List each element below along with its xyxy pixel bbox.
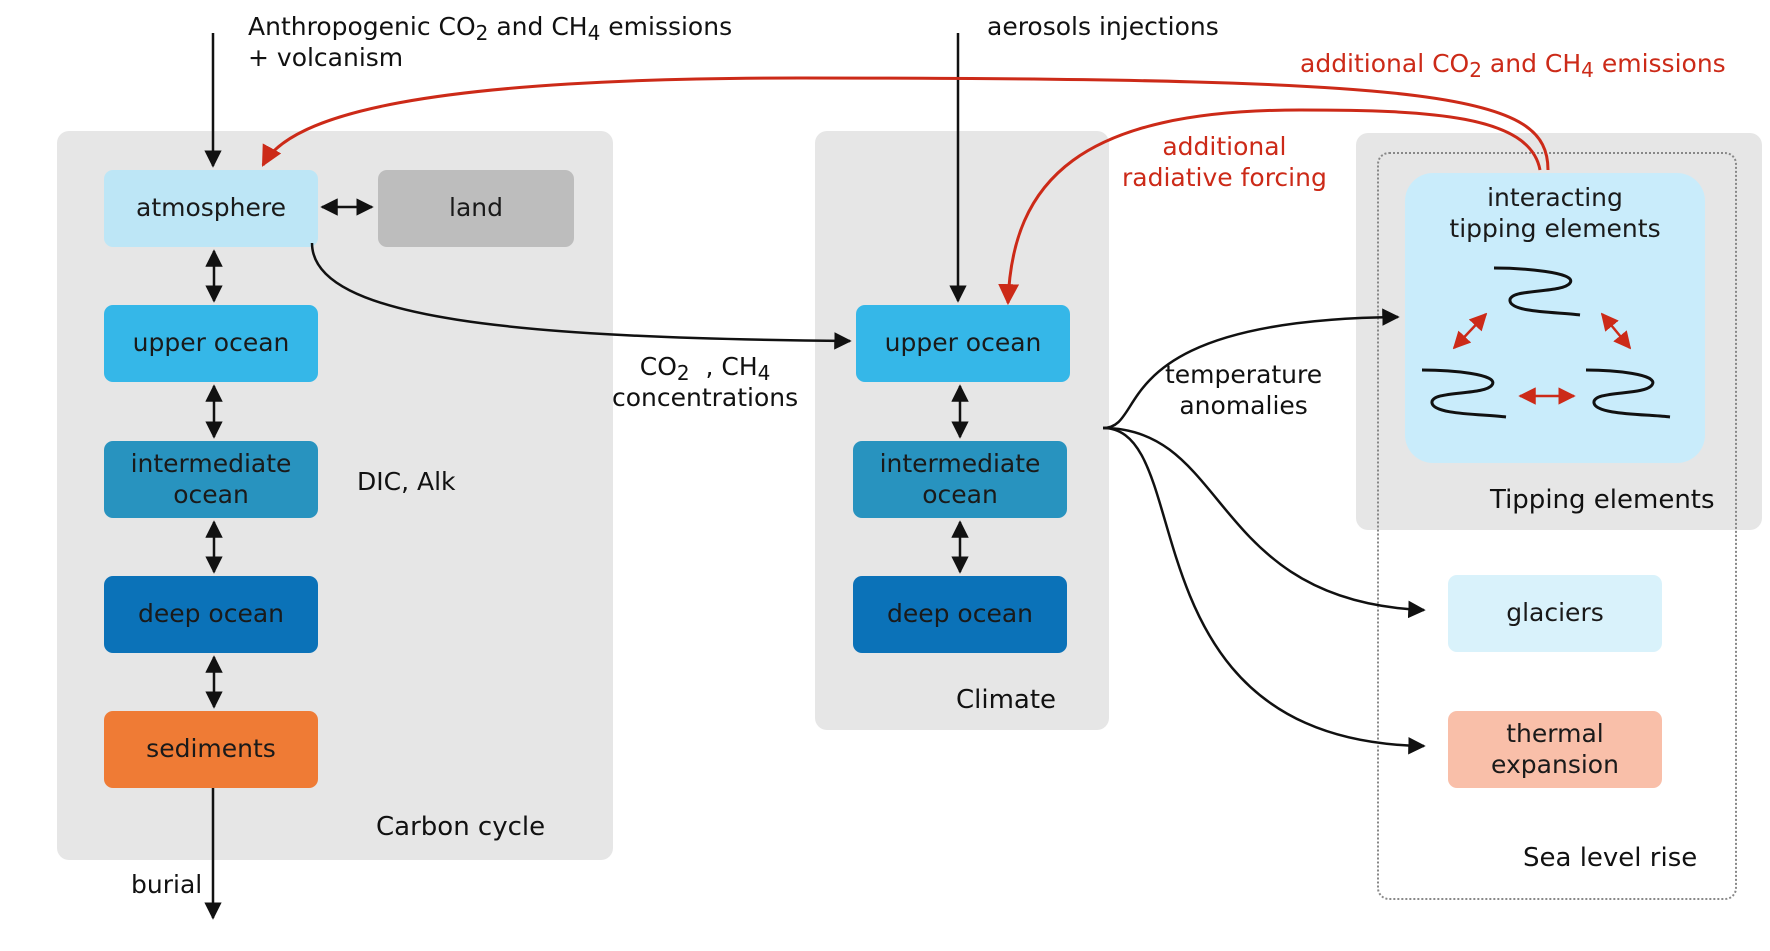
atmosphere-label: atmosphere [136,193,286,223]
aerosols-injections-label: aerosols injections [987,12,1219,41]
interacting-label-2: tipping elements [1449,213,1661,243]
dic-alk-label: DIC, Alk [357,467,456,496]
anthro-text-3: emissions [600,12,733,41]
add-em-co2-sub: 2 [1469,58,1482,82]
tipping-element-squiggle-1 [1493,266,1581,317]
climate-intermediate-ocean-label-2: ocean [922,479,998,509]
temperature-anomalies-label: temperature anomalies [1165,359,1322,422]
climate-deep-ocean-box: deep ocean [853,576,1067,653]
carbon-cycle-title: Carbon cycle [376,812,546,842]
carbon-deep-ocean-box: deep ocean [104,576,318,653]
conc-co2-text: CO [639,352,677,381]
anomalies-word: anomalies [1179,391,1308,421]
tipping-element-squiggle-2 [1421,368,1507,419]
concentrations-label: CO2 , CH4 concentrations [612,351,798,414]
anthro-text-1: Anthropogenic CO [248,12,476,41]
add-em-text-2: and CH [1481,49,1582,78]
glaciers-label: glaciers [1506,598,1604,628]
add-em-text-3: emissions [1593,49,1726,78]
anthro-text-2: and CH [488,12,588,41]
climate-upper-ocean-label: upper ocean [884,328,1042,358]
tipping-interaction-arrow-left [1452,312,1488,350]
carbon-intermediate-ocean-box: intermediate ocean [104,441,318,518]
radiative-line-2: radiative forcing [1122,163,1327,193]
glaciers-box: glaciers [1448,575,1662,652]
atmosphere-box: atmosphere [104,170,318,247]
sediments-box: sediments [104,711,318,788]
temperature-to-tipping-arrow [1102,308,1400,430]
thermal-label-1: thermal [1506,719,1604,748]
climate-upper-ocean-box: upper ocean [856,305,1070,382]
anthropogenic-emissions-label: Anthropogenic CO2 and CH4 emissions + vo… [248,11,732,74]
climate-intermediate-ocean-box: intermediate ocean [853,441,1067,518]
interacting-label-1: interacting [1487,183,1623,212]
carbon-intermediate-ocean-label-2: ocean [173,479,249,509]
sediments-label: sediments [146,734,276,764]
tipping-interaction-arrow-right [1600,312,1632,350]
additional-emissions-feedback-arrow [261,76,1550,171]
tipping-element-squiggle-3 [1585,368,1671,419]
thermal-label-2: expansion [1491,749,1619,779]
climate-deep-ocean-label: deep ocean [886,599,1034,629]
anthro-ch4-sub: 4 [587,21,601,45]
carbon-upper-ocean-box: upper ocean [104,305,318,382]
tipping-elements-title: Tipping elements [1490,485,1715,515]
temperature-to-glaciers-arrow [1102,426,1426,619]
land-box: land [378,170,574,247]
climate-intermediate-ocean-label-1: intermediate [879,449,1041,478]
add-em-ch4-sub: 4 [1581,58,1594,82]
radiative-forcing-feedback-arrow [998,108,1542,306]
temperature-word: temperature [1165,360,1323,389]
add-em-text-1: additional CO [1300,49,1470,78]
climate-title: Climate [956,685,1057,715]
conc-ch4-text: , CH [689,352,758,381]
conc-co2-sub: 2 [676,361,690,385]
conc-ch4-sub: 4 [757,361,771,385]
thermal-expansion-box: thermal expansion [1448,711,1662,788]
volcanism-label: + volcanism [248,43,404,73]
carbon-deep-ocean-label: deep ocean [137,599,285,629]
radiative-line-1: additional [1162,132,1287,161]
concentrations-word: concentrations [612,383,799,413]
burial-label: burial [131,870,203,899]
sea-level-rise-title: Sea level rise [1523,843,1698,873]
land-label: land [449,193,503,223]
additional-emissions-label: additional CO2 and CH4 emissions [1300,48,1726,82]
sea-level-rise-panel [1377,152,1737,900]
temperature-to-thermal-arrow [1102,426,1426,755]
carbon-intermediate-ocean-label-1: intermediate [130,449,292,478]
additional-radiative-forcing-label: additional radiative forcing [1122,131,1327,194]
concentrations-arrow [310,242,852,350]
anthro-co2-sub: 2 [475,21,489,45]
carbon-upper-ocean-label: upper ocean [132,328,290,358]
